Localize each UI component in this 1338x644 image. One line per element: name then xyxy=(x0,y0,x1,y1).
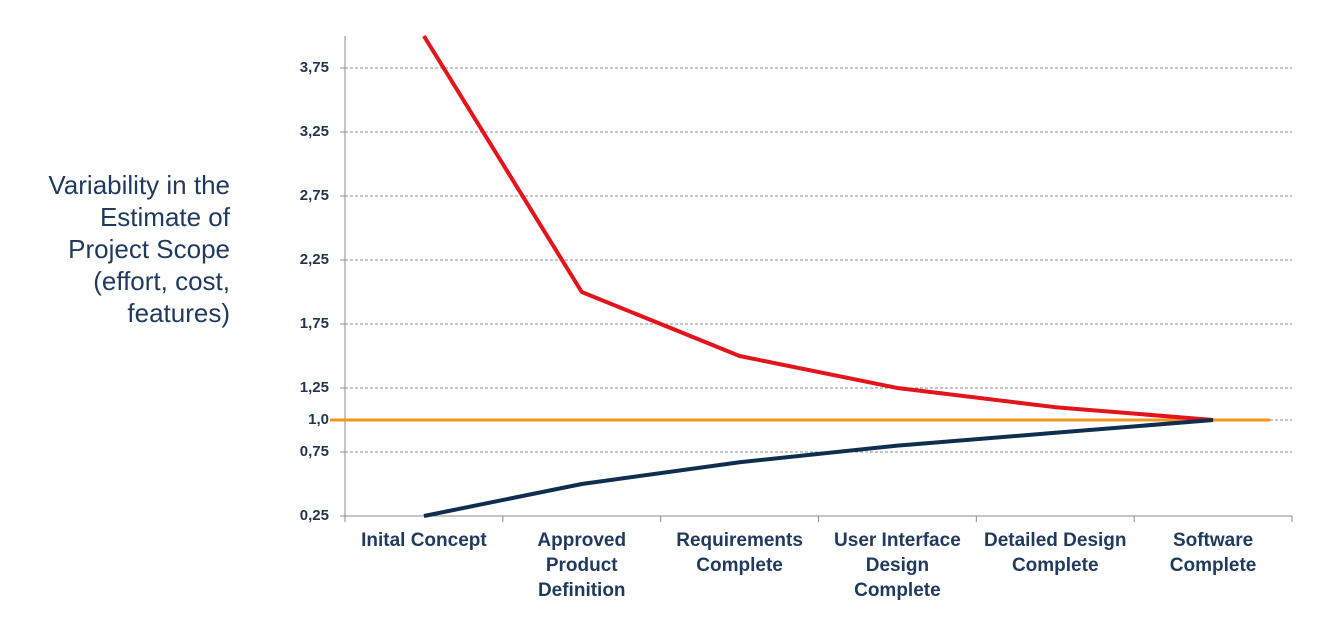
x-tick-label: Detailed Design Complete xyxy=(983,530,1127,576)
y-tick-label: 3,25 xyxy=(300,123,329,140)
y-tick-label: 0,75 xyxy=(300,443,329,460)
y-tick-label: 1,0 xyxy=(308,411,329,428)
y-tick-label: 2,25 xyxy=(300,251,329,268)
y-tick-label: 1,75 xyxy=(300,315,329,332)
x-tick-label: Inital Concept xyxy=(361,530,487,551)
x-tick-label: Requirements Complete xyxy=(676,530,803,576)
y-tick-label: 0,25 xyxy=(300,507,329,524)
y-axis-label-line: features) xyxy=(127,298,230,328)
x-tick-label: Approved Product Definition xyxy=(537,530,627,601)
y-axis-label-line: Estimate of xyxy=(99,202,230,232)
series-line xyxy=(423,418,1214,518)
y-axis-label-line: Project Scope xyxy=(68,234,230,264)
y-axis-label-line: Variability in the xyxy=(48,170,230,200)
y-tick-label: 1,25 xyxy=(300,379,329,396)
y-tick-label: 2,75 xyxy=(300,187,329,204)
y-axis-label-line: (effort, cost, xyxy=(93,266,230,296)
x-tick-label: User Interface Design Complete xyxy=(834,530,961,601)
x-tick-label: Software Complete xyxy=(1169,530,1257,576)
y-tick-label: 3,75 xyxy=(300,59,329,76)
series-line xyxy=(422,34,1214,422)
